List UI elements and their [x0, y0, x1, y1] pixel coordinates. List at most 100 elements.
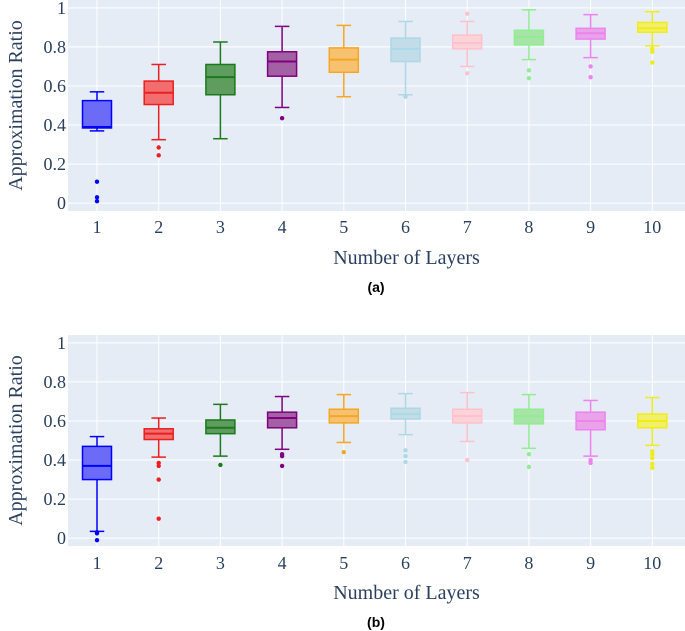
box-layer-10[interactable]: [637, 10, 668, 65]
y-tick-label: 0.8: [44, 372, 67, 392]
x-tick-label: 6: [401, 553, 410, 573]
figure-caption: (a): [367, 279, 384, 295]
box-layer-5[interactable]: [328, 24, 360, 98]
x-tick-label: 1: [93, 217, 102, 237]
box-layer-5[interactable]: [328, 393, 360, 455]
x-tick-label: 7: [463, 217, 472, 237]
y-tick-label: 0.6: [44, 76, 67, 96]
y-tick-label: 0.4: [44, 450, 67, 470]
outlier-point: [526, 451, 532, 457]
x-tick-label: 10: [643, 217, 661, 237]
box-layer-8[interactable]: [513, 9, 545, 81]
x-tick-label: 3: [216, 217, 225, 237]
box-layer-1[interactable]: [81, 435, 113, 543]
outlier-point: [465, 457, 470, 463]
outlier-point: [156, 477, 161, 482]
x-tick-label: 9: [586, 553, 595, 573]
outlier-point: [588, 460, 593, 466]
box-layer-9[interactable]: [575, 399, 606, 466]
box-layer-7[interactable]: [451, 11, 483, 76]
x-tick-label: 1: [93, 553, 102, 573]
outlier-point: [279, 115, 285, 121]
box-layer-2[interactable]: [143, 417, 174, 521]
box-iqr: [266, 51, 298, 77]
x-tick-label: 2: [154, 217, 163, 237]
outlier-point: [156, 516, 161, 521]
x-tick-label: 10: [643, 553, 661, 573]
box-layer-6[interactable]: [390, 392, 421, 465]
chart-panel-a: 0 0.2 0.4 0.6 0.8 1 1 2 3 4 5 6 7 8 9 10 Number of Layer…: [5, 0, 685, 295]
outlier-point: [218, 462, 223, 468]
x-tick-label: 3: [216, 553, 225, 573]
x-tick-label: 2: [154, 553, 163, 573]
outlier-point: [465, 71, 470, 76]
y-tick-label: 0.6: [44, 411, 67, 431]
x-tick-label: 6: [401, 217, 410, 237]
outlier-point: [465, 11, 470, 16]
figure-caption: (b): [367, 614, 385, 630]
outlier-point: [650, 451, 655, 457]
outlier-point: [94, 537, 100, 543]
outlier-point: [650, 60, 655, 65]
box-layer-1[interactable]: [81, 91, 113, 204]
outlier-point: [403, 459, 408, 465]
y-tick-label: 0.8: [44, 37, 67, 57]
box-layer-3[interactable]: [205, 41, 236, 140]
x-tick-label: 7: [463, 553, 472, 573]
box-layer-9[interactable]: [575, 13, 606, 80]
outlier-point: [526, 75, 532, 81]
outlier-point: [94, 179, 100, 184]
outlier-point: [156, 153, 161, 158]
y-tick-label: 0.2: [44, 489, 67, 509]
outlier-point: [588, 74, 593, 80]
y-tick-label: 0.4: [44, 115, 67, 135]
outlier-point: [650, 461, 655, 467]
box-layer-4[interactable]: [266, 395, 298, 469]
chart-panel-b: 0 0.2 0.4 0.6 0.8 1 1 2 3 4 5 6 7 8 9 10 Number of Layer…: [5, 333, 685, 630]
y-tick-label: 1: [57, 0, 66, 18]
outlier-point: [279, 453, 285, 459]
outlier-point: [403, 448, 408, 453]
y-tick-label: 0.2: [44, 154, 67, 174]
box-iqr: [266, 411, 298, 429]
box-layer-10[interactable]: [637, 396, 668, 471]
y-axis-title: Approximation Ratio: [5, 355, 27, 526]
outlier-point: [526, 68, 532, 73]
outlier-point: [403, 453, 408, 459]
outlier-point: [279, 463, 285, 469]
box-iqr: [205, 63, 236, 96]
outlier-point: [526, 464, 532, 470]
x-tick-label: 9: [586, 217, 595, 237]
outlier-point: [341, 450, 346, 455]
x-axis-title: Number of Layers: [333, 582, 480, 604]
x-tick-label: 5: [339, 217, 348, 237]
x-axis-title: Number of Layers: [333, 247, 480, 269]
box-layer-3[interactable]: [205, 403, 236, 468]
box-layer-8[interactable]: [513, 393, 545, 470]
box-layer-4[interactable]: [266, 25, 298, 121]
x-tick-label: 4: [278, 217, 287, 237]
x-tick-label: 4: [278, 553, 287, 573]
outlier-point: [650, 465, 655, 471]
x-tick-label: 8: [524, 217, 533, 237]
box-layer-6[interactable]: [390, 20, 421, 99]
box-iqr: [81, 99, 113, 129]
outlier-point: [94, 199, 100, 204]
outlier-point: [650, 455, 655, 461]
outlier-point: [94, 195, 100, 200]
box-layer-2[interactable]: [143, 63, 174, 158]
outlier-point: [156, 145, 161, 150]
outlier-point: [588, 64, 593, 69]
y-tick-label: 0: [57, 528, 66, 548]
plot-area: [68, 335, 685, 546]
outlier-point: [650, 49, 655, 54]
x-tick-label: 8: [524, 553, 533, 573]
x-tick-label: 5: [339, 553, 348, 573]
box-iqr: [81, 445, 113, 481]
box-layer-7[interactable]: [451, 391, 483, 463]
y-tick-label: 1: [57, 333, 66, 353]
outlier-point: [156, 463, 161, 469]
y-tick-label: 0: [57, 193, 66, 213]
outlier-point: [94, 531, 100, 536]
